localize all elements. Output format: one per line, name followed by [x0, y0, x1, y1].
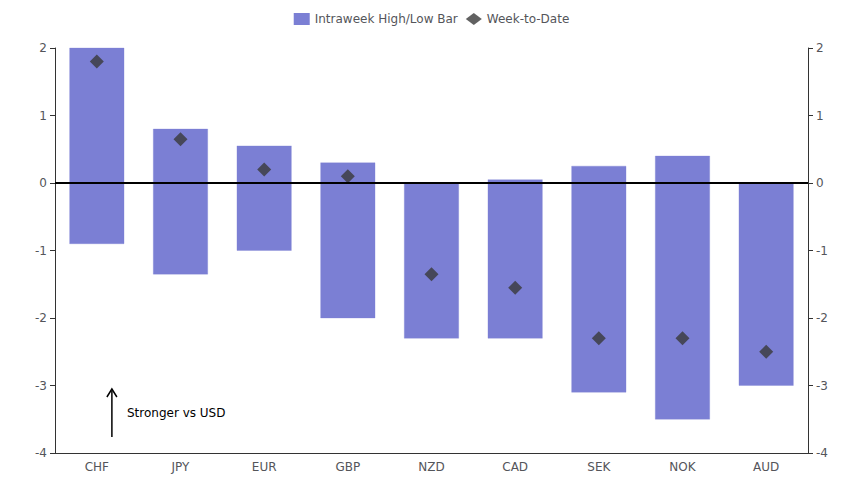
svg-text:NZD: NZD: [418, 460, 444, 474]
svg-text:EUR: EUR: [252, 460, 277, 474]
svg-text:NOK: NOK: [669, 460, 696, 474]
svg-text:-1: -1: [35, 244, 47, 258]
svg-text:AUD: AUD: [753, 460, 779, 474]
svg-text:GBP: GBP: [335, 460, 360, 474]
svg-text:Stronger vs USD: Stronger vs USD: [127, 406, 226, 420]
svg-text:2: 2: [816, 41, 824, 55]
svg-text:CAD: CAD: [502, 460, 528, 474]
svg-text:CHF: CHF: [85, 460, 109, 474]
svg-text:1: 1: [816, 109, 824, 123]
svg-text:-2: -2: [816, 311, 828, 325]
svg-text:-1: -1: [816, 244, 828, 258]
svg-text:0: 0: [816, 176, 824, 190]
svg-text:-3: -3: [35, 379, 47, 393]
svg-text:-4: -4: [35, 446, 47, 460]
svg-text:1: 1: [39, 109, 47, 123]
svg-text:2: 2: [39, 41, 47, 55]
svg-text:Intraweek High/Low Bar: Intraweek High/Low Bar: [315, 12, 458, 26]
svg-text:-3: -3: [816, 379, 828, 393]
svg-text:SEK: SEK: [587, 460, 611, 474]
svg-text:-4: -4: [816, 446, 828, 460]
svg-text:JPY: JPY: [171, 460, 191, 474]
svg-text:0: 0: [39, 176, 47, 190]
svg-text:-2: -2: [35, 311, 47, 325]
svg-text:Week-to-Date: Week-to-Date: [487, 12, 570, 26]
